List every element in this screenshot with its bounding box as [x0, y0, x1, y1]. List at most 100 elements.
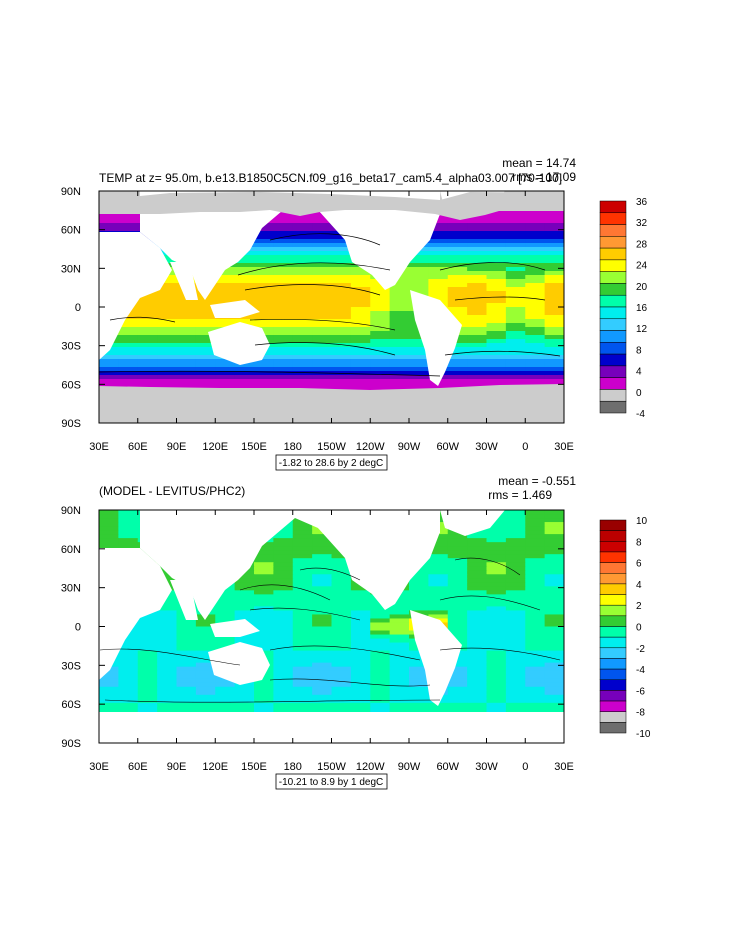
field-cell	[254, 542, 274, 547]
panel1-title: TEMP at z= 95.0m, b.e13.B1850C5CN.f09_g1…	[99, 171, 562, 185]
field-cell	[505, 590, 526, 595]
field-cell	[505, 634, 526, 640]
field-cell	[331, 287, 352, 292]
field-cell	[215, 606, 236, 612]
field-cell	[525, 291, 546, 296]
field-cell	[409, 335, 429, 340]
field-cell	[234, 383, 255, 388]
field-cell	[137, 379, 158, 384]
field-cell	[195, 383, 216, 388]
field-cell	[157, 606, 178, 612]
field-cell	[544, 375, 564, 380]
field-cell	[254, 295, 274, 300]
field-cell	[428, 243, 449, 248]
field-cell	[273, 642, 294, 648]
field-cell	[157, 698, 178, 704]
field-cell	[137, 650, 158, 656]
field-cell	[118, 654, 139, 660]
field-cell	[486, 343, 507, 348]
field-cell	[331, 658, 352, 664]
field-cell	[544, 662, 564, 668]
field-cell	[137, 371, 158, 376]
field-cell	[389, 678, 410, 684]
x-tick-label: 60E	[128, 441, 148, 453]
field-cell	[505, 359, 526, 364]
field-cell	[195, 367, 216, 372]
field-cell	[254, 674, 274, 680]
colorbar-swatch	[599, 306, 627, 320]
field-cell	[389, 614, 410, 620]
field-cell	[350, 271, 371, 276]
field-cell	[544, 522, 564, 527]
field-cell	[505, 343, 526, 348]
field-cell	[215, 291, 236, 296]
field-cell	[292, 255, 313, 260]
field-cell	[389, 291, 410, 296]
field-cell	[273, 702, 294, 708]
field-cell	[99, 702, 119, 708]
field-cell	[254, 231, 274, 236]
field-cell	[467, 355, 488, 360]
field-cell	[486, 574, 507, 579]
field-cell	[525, 371, 546, 376]
panel1-contour-info: -1.82 to 28.6 by 2 degC	[275, 454, 388, 471]
y-tick-label: 30S	[61, 341, 81, 353]
field-cell	[428, 227, 449, 232]
field-cell	[467, 303, 488, 308]
field-cell	[447, 235, 468, 240]
field-cell	[99, 686, 119, 692]
field-cell	[292, 315, 313, 320]
field-cell	[467, 259, 488, 264]
field-cell	[525, 279, 546, 284]
x-tick-label: 30E	[89, 441, 109, 453]
colorbar-swatch	[599, 722, 627, 734]
field-cell	[254, 622, 274, 628]
field-cell	[273, 255, 294, 260]
field-cell	[312, 634, 333, 640]
field-cell	[467, 239, 488, 244]
field-cell	[312, 638, 333, 644]
field-cell	[505, 247, 526, 252]
field-cell	[428, 614, 449, 620]
field-cell	[195, 335, 216, 340]
field-cell	[350, 622, 371, 628]
field-cell	[273, 355, 294, 360]
x-tick-label: 120W	[356, 761, 385, 773]
field-cell	[525, 698, 546, 704]
field-cell	[505, 267, 526, 272]
field-cell	[157, 614, 178, 620]
field-cell	[157, 694, 178, 700]
x-tick-label: 30E	[554, 441, 574, 453]
field-cell	[157, 363, 178, 368]
field-cell	[292, 690, 313, 696]
field-cell	[544, 235, 564, 240]
panel2-contour-info: -10.21 to 8.9 by 1 degC	[275, 773, 388, 790]
field-cell	[176, 307, 197, 312]
field-cell	[99, 514, 119, 519]
field-cell	[447, 303, 468, 308]
field-cell	[409, 287, 429, 292]
field-cell	[370, 367, 391, 372]
colorbar-label: -4	[636, 665, 645, 676]
field-cell	[486, 670, 507, 676]
field-cell	[467, 331, 488, 336]
field-cell	[525, 622, 546, 628]
field-cell	[118, 319, 139, 324]
field-cell	[157, 670, 178, 676]
field-cell	[195, 642, 216, 648]
field-cell	[409, 682, 429, 688]
field-cell	[273, 227, 294, 232]
field-cell	[505, 339, 526, 344]
field-cell	[273, 367, 294, 372]
field-cell	[505, 307, 526, 312]
field-cell	[273, 690, 294, 696]
field-cell	[137, 670, 158, 676]
field-cell	[331, 558, 352, 563]
field-cell	[331, 235, 352, 240]
field-cell	[254, 598, 274, 603]
field-cell	[312, 379, 333, 384]
field-cell	[544, 634, 564, 640]
field-cell	[176, 319, 197, 324]
